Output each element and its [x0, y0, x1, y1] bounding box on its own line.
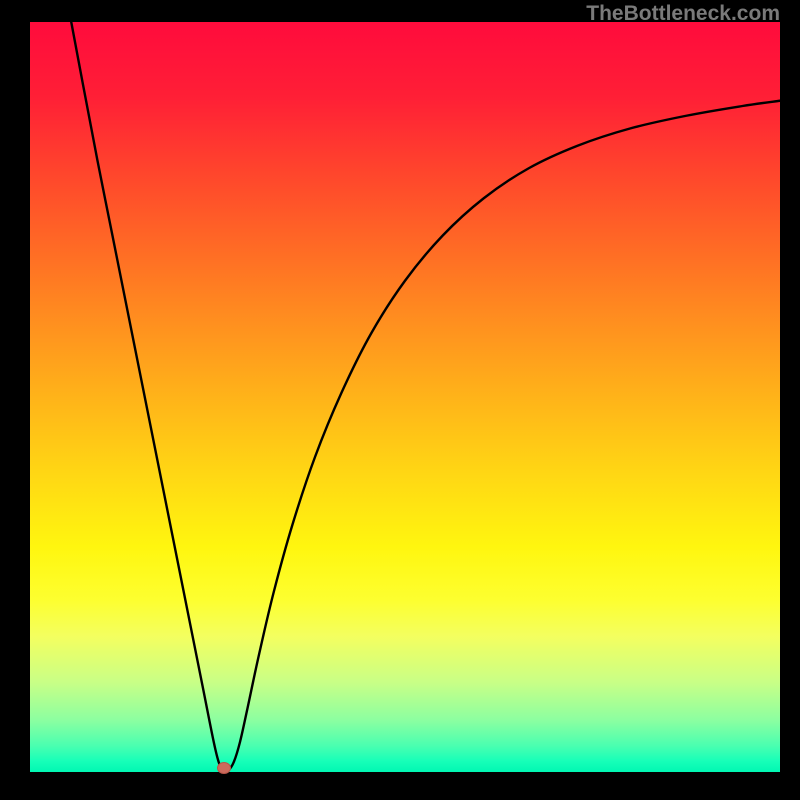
bottleneck-curve [30, 22, 780, 772]
optimal-point-marker [217, 762, 231, 774]
chart-container: TheBottleneck.com [0, 0, 800, 800]
plot-area [30, 22, 780, 772]
watermark-text: TheBottleneck.com [586, 2, 780, 26]
